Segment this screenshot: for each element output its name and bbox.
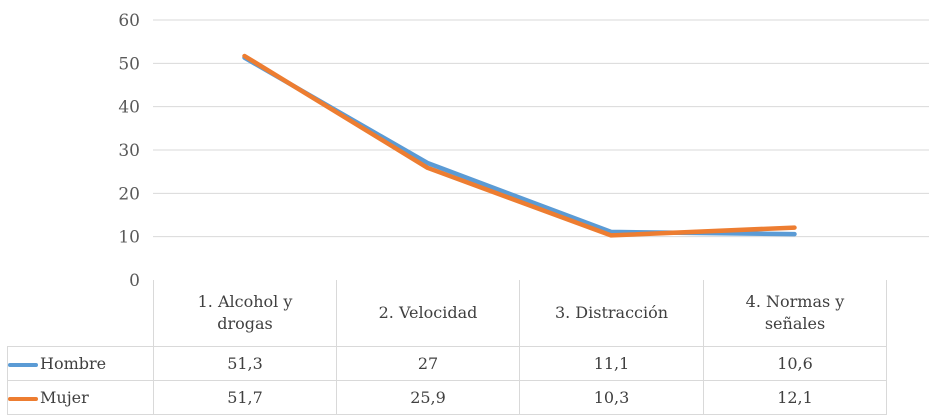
y-tick-label: 60 [118,11,140,31]
legend-key-mujer [8,396,38,401]
data-label: 10,3 [519,380,704,415]
data-label: 51,7 [153,380,337,415]
y-tick-label: 40 [118,98,140,118]
data-label: 12,1 [703,380,887,415]
series-name: Hombre [40,354,107,373]
data-label: 51,3 [153,346,337,381]
category-label: 3. Distracción [519,280,704,347]
legend-key-hombre [8,362,38,367]
y-tick-label: 30 [118,141,140,161]
data-label: 25,9 [336,380,520,415]
series-line-mujer [242,53,797,238]
series-line-hombre [242,55,797,237]
table-row-hombre: Hombre 51,3 27 11,1 10,6 [7,346,887,381]
y-tick-label: 10 [118,228,140,248]
category-header-row: 1. Alcohol y drogas 2. Velocidad 3. Dist… [7,280,887,347]
data-table: 1. Alcohol y drogas 2. Velocidad 3. Dist… [7,280,887,415]
category-label: 2. Velocidad [336,280,520,347]
data-label: 10,6 [703,346,887,381]
legend-entry-mujer: Mujer [7,380,154,415]
category-label: 4. Normas y señales [703,280,887,347]
series-name: Mujer [40,388,89,407]
data-label: 11,1 [519,346,704,381]
series-lines [242,53,797,238]
table-corner [7,280,154,347]
table-row-mujer: Mujer 51,7 25,9 10,3 12,1 [7,380,887,415]
gridlines [153,19,929,238]
category-label: 1. Alcohol y drogas [153,280,337,347]
y-tick-label: 50 [118,54,140,74]
data-label: 27 [336,346,520,381]
y-tick-label: 20 [118,184,140,204]
legend-entry-hombre: Hombre [7,346,154,381]
